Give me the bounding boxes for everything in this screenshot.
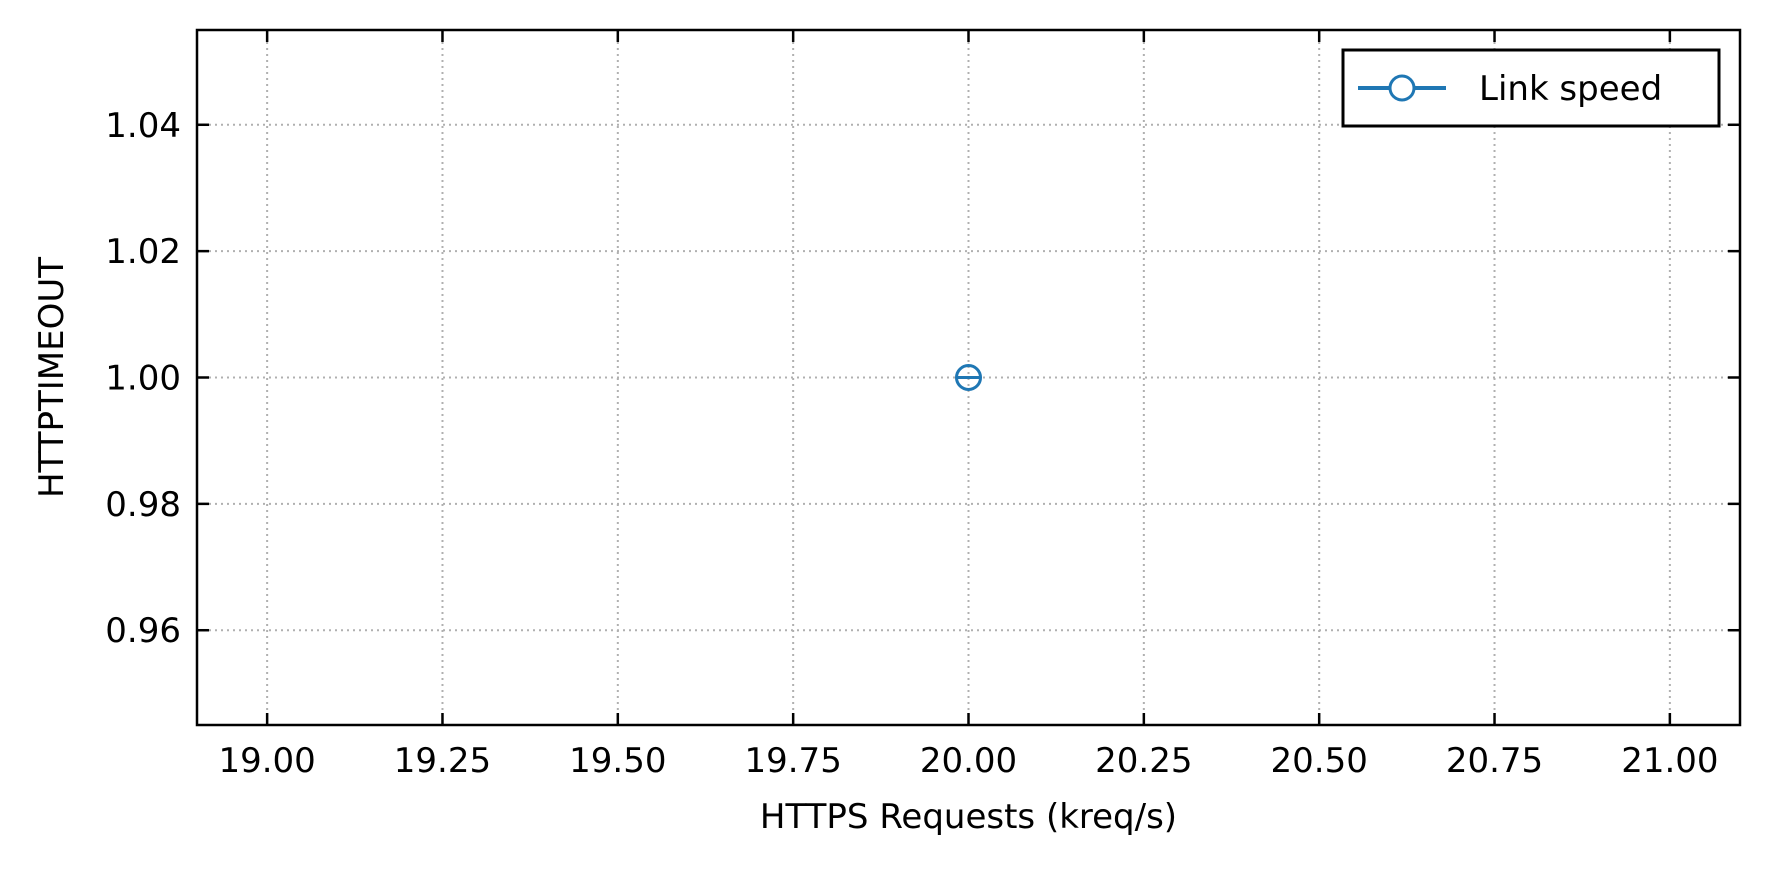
x-tick-label: 20.25 xyxy=(1095,741,1192,781)
y-tick-label: 0.96 xyxy=(105,611,181,651)
y-tick-label: 1.02 xyxy=(105,232,181,272)
x-tick-label: 19.75 xyxy=(744,741,841,781)
x-axis-title: HTTPS Requests (kreq/s) xyxy=(760,797,1177,837)
x-tick-label: 19.00 xyxy=(218,741,315,781)
y-tick-label: 0.98 xyxy=(105,485,181,525)
legend: Link speed xyxy=(1341,48,1721,128)
data-point xyxy=(955,364,982,391)
x-tick-label: 19.50 xyxy=(569,741,666,781)
x-tick-label: 20.75 xyxy=(1446,741,1543,781)
ticks: 19.00 19.25 19.50 19.75 20.00 20.25 20.50 20.75… xyxy=(105,30,1740,781)
y-tick-label: 1.00 xyxy=(105,359,181,399)
x-tick-label: 19.25 xyxy=(394,741,491,781)
legend-marker xyxy=(1388,74,1416,102)
y-tick-label: 1.04 xyxy=(105,106,181,146)
legend-label: Link speed xyxy=(1479,69,1662,109)
data-marks xyxy=(955,364,982,391)
x-tick-label: 20.00 xyxy=(920,741,1017,781)
y-axis-title: HTTPTIMEOUT xyxy=(32,257,72,498)
grid xyxy=(197,30,1740,725)
plot-frame xyxy=(195,28,1742,727)
x-tick-label: 20.50 xyxy=(1271,741,1368,781)
x-tick-label: 21.00 xyxy=(1621,741,1718,781)
